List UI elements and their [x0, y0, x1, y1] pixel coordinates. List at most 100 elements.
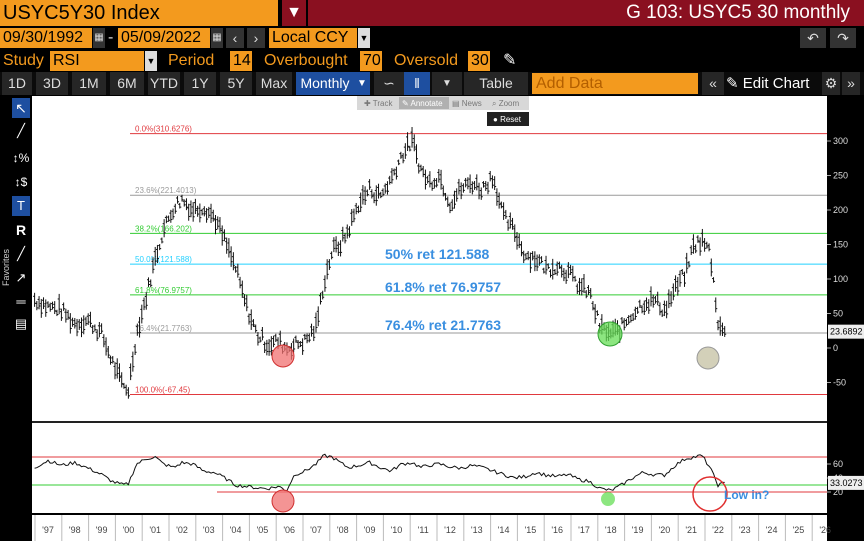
annotate-button[interactable]: ✎ Annotate: [402, 99, 443, 108]
period-max-button[interactable]: Max: [256, 72, 292, 95]
percent-measure-icon[interactable]: ↕%: [12, 151, 30, 165]
last-price-tag: [828, 324, 864, 339]
period-label: Period: [168, 52, 215, 69]
horizontal-line-icon[interactable]: ═: [16, 294, 26, 309]
collapse-icon[interactable]: «: [702, 72, 724, 95]
pane-divider[interactable]: [32, 421, 827, 423]
redo-icon[interactable]: ↷: [830, 28, 856, 48]
reset-button[interactable]: ● Reset: [493, 115, 522, 124]
chart-panel[interactable]: 0.0%(310.6276) 23.6%(221.4013) 38.2%(166.2…: [32, 96, 864, 541]
price-axis-label: -50: [833, 378, 846, 388]
x-axis-label: '13: [471, 525, 483, 535]
oversold-field[interactable]: 30: [468, 51, 490, 71]
function-title: G 103: USYC5 30 monthly: [308, 0, 864, 26]
fib-annotation: 50% ret 121.588: [385, 246, 490, 262]
price-axis-label: 50: [833, 309, 843, 319]
currency-select[interactable]: Local CCY: [269, 28, 357, 48]
period-1m-button[interactable]: 1M: [72, 72, 106, 95]
price-axis: 300 250 200 150 100 50 0 -50 23.6892: [827, 136, 864, 388]
x-axis-label: '08: [337, 525, 349, 535]
fib-level-label: 76.4%(21.7763): [135, 324, 192, 333]
news-button[interactable]: ▤ News: [452, 99, 482, 108]
edit-chart-label: Edit Chart: [742, 75, 810, 92]
x-axis-label: '22: [712, 525, 724, 535]
fib-level-label: 100.0%(-67.45): [135, 386, 190, 395]
period-1d-button[interactable]: 1D: [2, 72, 32, 95]
x-axis-label: '19: [632, 525, 644, 535]
draw-line-icon[interactable]: ╱: [17, 123, 25, 138]
period-5y-button[interactable]: 5Y: [220, 72, 252, 95]
period-1y-button[interactable]: 1Y: [184, 72, 216, 95]
line-chart-icon[interactable]: ∽: [374, 72, 404, 95]
annotations: 50% ret 121.588 61.8% ret 76.9757 76.4% …: [271, 246, 769, 513]
chevron-down-icon[interactable]: ▼: [354, 72, 370, 95]
gear-icon[interactable]: ⚙: [822, 72, 840, 95]
cursor-icon[interactable]: ↖: [12, 98, 30, 118]
price-axis-label: 0: [833, 343, 838, 353]
x-axis-label: '04: [230, 525, 242, 535]
x-axis-label: '11: [418, 525, 429, 535]
chevron-down-icon[interactable]: ▼: [358, 28, 370, 48]
price-series: [33, 127, 727, 399]
fib-fan-icon[interactable]: ╱: [17, 246, 25, 261]
favorites-tab[interactable]: Favorites: [0, 226, 12, 326]
zoom-button[interactable]: ⌕ Zoom: [492, 99, 519, 108]
rsi-axis-label: 20: [833, 487, 843, 497]
table-button[interactable]: Table: [464, 72, 528, 95]
last-rsi-tag: [828, 475, 864, 490]
period-6m-button[interactable]: 6M: [110, 72, 144, 95]
x-axis: '97 '98 '99 '00 '01 '02 '03 '04 '05 '06 '07 '08 '09 '…: [34, 515, 831, 541]
chevron-down-icon[interactable]: ▼: [145, 51, 157, 71]
dollar-measure-icon[interactable]: ↕$: [14, 175, 28, 189]
end-date-field[interactable]: 05/09/2022: [118, 28, 210, 48]
x-axis-label: '21: [685, 525, 697, 535]
period-field[interactable]: 14: [230, 51, 252, 71]
prev-arrow-icon[interactable]: ‹: [226, 28, 244, 48]
frequency-select[interactable]: Monthly: [296, 72, 354, 95]
x-axis-label: '26: [819, 525, 831, 535]
edit-chart-button[interactable]: ✎ Edit Chart: [726, 72, 818, 95]
text-tool-icon[interactable]: T: [12, 196, 30, 216]
track-button[interactable]: ✚ Track: [364, 99, 393, 108]
calendar-icon[interactable]: ▦: [211, 28, 223, 48]
x-axis-label: '02: [176, 525, 188, 535]
trend-channel-icon[interactable]: ↗: [15, 270, 27, 285]
undo-icon[interactable]: ↶: [800, 28, 826, 48]
expand-icon[interactable]: »: [842, 72, 860, 95]
calendar-icon[interactable]: ▦: [93, 28, 105, 48]
price-axis-label: 100: [833, 274, 848, 284]
rsi-low-marker-green: [601, 492, 615, 506]
chart-toolbar: 1D 3D 1M 6M YTD 1Y 5Y Max Monthly ▼ ∽ ‖ …: [0, 72, 864, 95]
fib-level-label: 0.0%(310.6276): [135, 125, 192, 134]
next-arrow-icon[interactable]: ›: [247, 28, 265, 48]
rsi-low-marker-ring: [692, 476, 728, 512]
x-axis-label: '16: [551, 525, 563, 535]
ticker-field[interactable]: USYC5Y30 Index: [0, 0, 278, 26]
price-plot-area: [32, 96, 827, 421]
retracement-icon[interactable]: R: [15, 222, 27, 238]
y-axis-strip: [827, 96, 864, 541]
add-data-input[interactable]: Add Data: [532, 73, 698, 94]
chevron-down-icon[interactable]: ▼: [432, 72, 462, 95]
pencil-icon[interactable]: ✎: [503, 52, 517, 69]
period-3d-button[interactable]: 3D: [36, 72, 68, 95]
ruler-icon[interactable]: ▤: [14, 316, 28, 331]
annotate-button-bg: [399, 97, 449, 109]
drawing-tools-strip: ↖ ╱ ↕% ↕$ T R ╱ ↗ ═ ▤ Favorites: [0, 96, 32, 541]
oversold-label: Oversold: [394, 52, 459, 69]
start-date-field[interactable]: 09/30/1992: [0, 28, 92, 48]
pencil-icon: ✎: [726, 75, 739, 92]
x-axis-label: '24: [766, 525, 778, 535]
low-marker-green: [597, 321, 623, 347]
menu-icon[interactable]: ▼: [282, 0, 306, 26]
period-ytd-button[interactable]: YTD: [148, 72, 180, 95]
overbought-field[interactable]: 70: [360, 51, 382, 71]
study-bar: Study RSI ▼ Period 14 Overbought 70 Over…: [0, 50, 864, 72]
bar-chart-icon[interactable]: ‖: [404, 72, 430, 95]
low-marker-red: [271, 344, 295, 368]
study-select[interactable]: RSI: [50, 51, 144, 71]
price-axis-label: 250: [833, 171, 848, 181]
x-axis-label: '23: [739, 525, 751, 535]
title-bar: USYC5Y30 Index ▼ G 103: USYC5 30 monthly: [0, 0, 864, 26]
x-axis-label: '97: [42, 525, 54, 535]
